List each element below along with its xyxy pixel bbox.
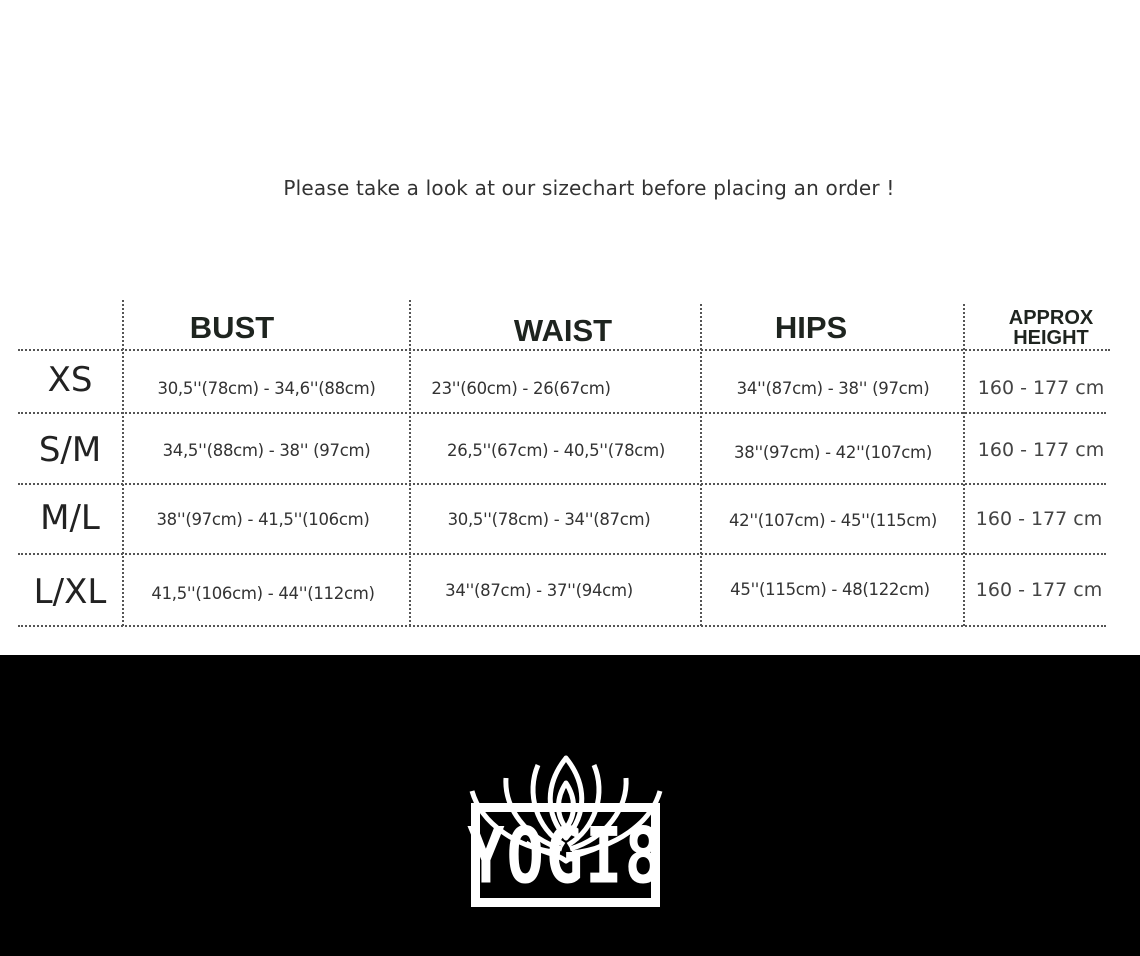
row-divider (18, 483, 1106, 485)
height-cell: 160 - 177 cm (977, 377, 1105, 399)
waist-cell: 34''(87cm) - 37''(94cm) (445, 581, 633, 600)
header-approx-height: APPROX HEIGHT (978, 308, 1124, 348)
waist-cell: 30,5''(78cm) - 34''(87cm) (447, 510, 651, 529)
row-divider (18, 349, 1110, 351)
height-cell: 160 - 177 cm (975, 508, 1103, 530)
row-divider (18, 412, 1106, 414)
height-cell: 160 - 177 cm (977, 439, 1105, 461)
hips-cell: 34''(87cm) - 38'' (97cm) (736, 379, 930, 398)
column-divider (122, 300, 124, 626)
header-waist: WAIST (513, 313, 613, 348)
header-height-line2: HEIGHT (1013, 327, 1089, 349)
row-divider (18, 553, 1106, 555)
bust-cell: 30,5''(78cm) - 34,6''(88cm) (157, 379, 376, 398)
header-height-line1: APPROX (1008, 307, 1094, 329)
intro-text: Please take a look at our sizechart befo… (283, 176, 895, 200)
column-divider (409, 300, 411, 626)
logo-text: YOGI8 (467, 809, 664, 901)
size-label: XS (47, 360, 93, 400)
size-label: M/L (40, 498, 100, 538)
brand-logo: YOGI8 (467, 803, 662, 907)
hips-cell: 38''(97cm) - 42''(107cm) (734, 443, 932, 462)
header-hips: HIPS (774, 310, 848, 345)
row-divider (18, 625, 1106, 627)
waist-cell: 26,5''(67cm) - 40,5''(78cm) (447, 441, 665, 460)
column-divider (963, 304, 965, 626)
size-label: L/XL (33, 572, 107, 612)
bust-cell: 34,5''(88cm) - 38'' (97cm) (162, 441, 371, 460)
bust-cell: 38''(97cm) - 41,5''(106cm) (156, 510, 370, 529)
size-label: S/M (38, 430, 102, 470)
height-cell: 160 - 177 cm (975, 579, 1103, 601)
bust-cell: 41,5''(106cm) - 44''(112cm) (151, 584, 375, 603)
hips-cell: 42''(107cm) - 45''(115cm) (728, 511, 938, 530)
header-bust: BUST (189, 310, 275, 345)
waist-cell: 23''(60cm) - 26(67cm) (431, 379, 611, 398)
hips-cell: 45''(115cm) - 48(122cm) (730, 580, 930, 599)
column-divider (700, 304, 702, 626)
